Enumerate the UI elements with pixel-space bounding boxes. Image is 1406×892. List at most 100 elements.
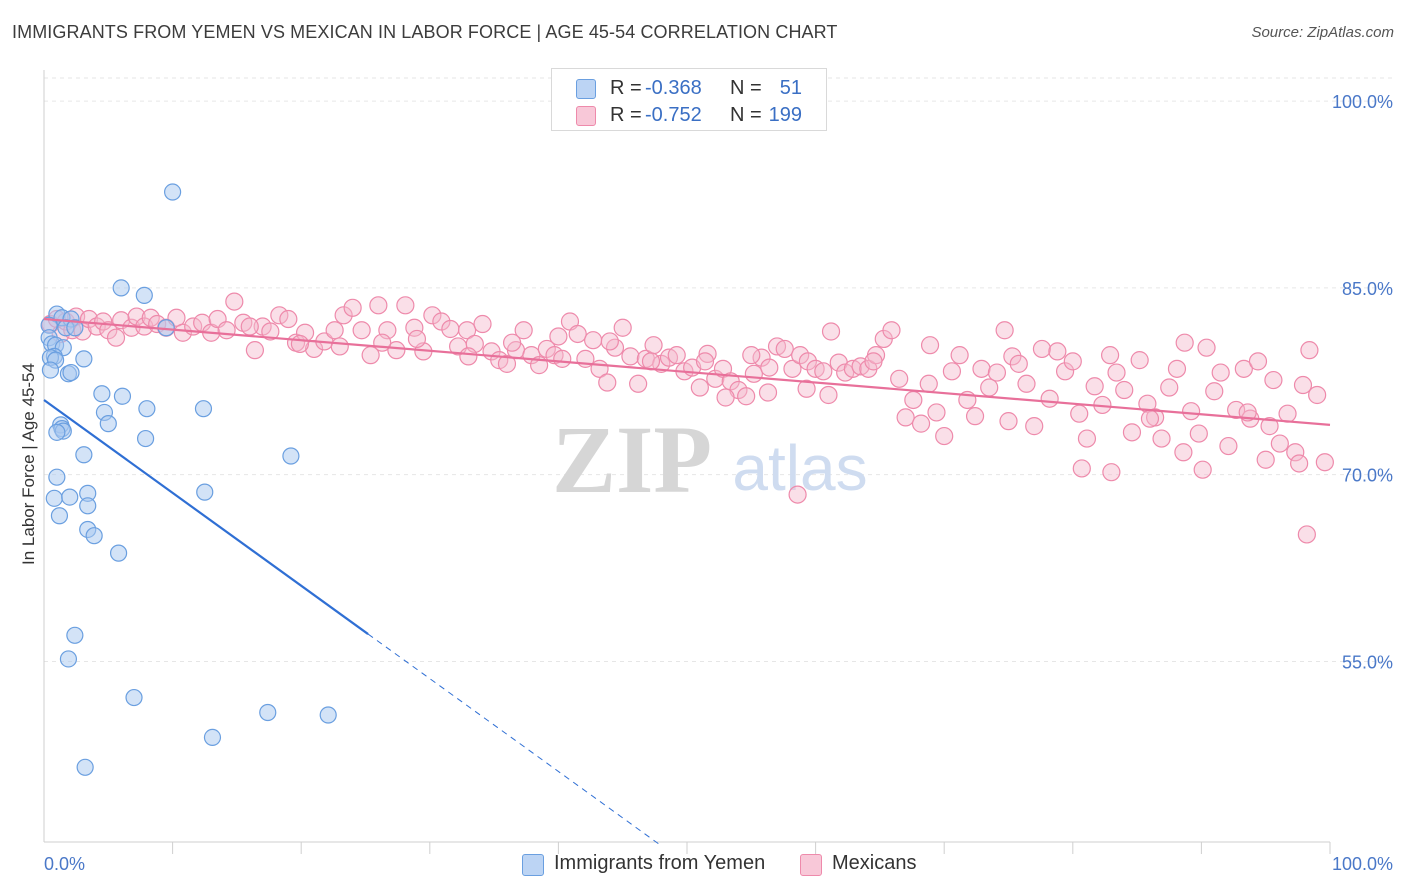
mexican-point bbox=[788, 485, 807, 504]
mexican-point bbox=[814, 362, 833, 381]
yemen-point bbox=[50, 507, 69, 525]
mexican-point bbox=[279, 309, 298, 329]
mexican-point bbox=[1315, 453, 1334, 472]
mexican-point bbox=[106, 328, 126, 347]
mexican-point bbox=[549, 327, 568, 346]
mexican-point bbox=[1174, 443, 1193, 462]
yemen-point bbox=[136, 429, 155, 448]
yemen-swatch bbox=[522, 854, 544, 876]
yemen-trend-extension bbox=[367, 633, 662, 847]
mexican-point bbox=[369, 296, 388, 315]
n-label: N = bbox=[730, 77, 762, 99]
yemen-point bbox=[125, 688, 143, 707]
mexican-point bbox=[261, 322, 280, 341]
mexican-point bbox=[890, 369, 909, 388]
chart-title: IMMIGRANTS FROM YEMEN VS MEXICAN IN LABO… bbox=[12, 22, 838, 42]
mexican-trend-line bbox=[43, 317, 1331, 426]
mexican-point bbox=[1025, 417, 1044, 436]
mexican-point bbox=[1003, 347, 1022, 366]
yemen-point bbox=[76, 758, 94, 776]
yemen-trend-line bbox=[43, 399, 369, 635]
yemen-point bbox=[282, 447, 300, 465]
mexican-point bbox=[1308, 385, 1327, 405]
mexican-point bbox=[457, 321, 477, 340]
yemen-point bbox=[113, 387, 132, 405]
yemen-point bbox=[99, 415, 117, 433]
mexican-point bbox=[644, 336, 663, 355]
mexican-point bbox=[1100, 346, 1120, 365]
mexican-point bbox=[695, 352, 715, 371]
mexican-point bbox=[325, 321, 344, 340]
mexican-point bbox=[1219, 436, 1238, 456]
mexican-point bbox=[911, 414, 931, 433]
r-label: R = bbox=[610, 104, 642, 126]
mexican-point bbox=[950, 346, 969, 365]
mexican-point bbox=[1063, 352, 1082, 371]
mexican-point bbox=[1193, 460, 1212, 479]
mexican-point bbox=[995, 321, 1014, 340]
x-tick-label: 0.0% bbox=[44, 854, 85, 874]
mexican-point bbox=[1264, 370, 1283, 390]
mexican-swatch bbox=[800, 854, 822, 876]
mexican-point bbox=[514, 321, 533, 340]
mexican-point bbox=[904, 390, 923, 410]
mexican-point bbox=[690, 378, 709, 397]
mexican-point bbox=[99, 321, 118, 340]
mexican-point bbox=[473, 314, 492, 334]
mexican-point bbox=[1286, 443, 1305, 462]
mexican-point bbox=[972, 359, 991, 378]
mexican-point bbox=[1175, 333, 1194, 352]
mexican-point bbox=[698, 344, 717, 363]
r-value: -0.752 bbox=[645, 104, 702, 126]
mexican-point bbox=[742, 346, 761, 365]
mexican-point bbox=[667, 346, 686, 365]
mexican-point bbox=[1248, 352, 1268, 371]
n-label: N = bbox=[730, 104, 762, 126]
mexican-point bbox=[598, 373, 617, 392]
mexican-point bbox=[965, 407, 985, 426]
mexican-point bbox=[797, 379, 816, 398]
mexican-point bbox=[1189, 424, 1208, 443]
mexican-point bbox=[343, 298, 362, 317]
yemen-point bbox=[45, 489, 63, 507]
mexican-point bbox=[441, 319, 460, 339]
yemen-point bbox=[194, 400, 213, 418]
n-value: 51 bbox=[779, 77, 802, 99]
mexican-point bbox=[919, 374, 938, 393]
y-axis-label: In Labor Force | Age 45-54 bbox=[19, 363, 38, 565]
mexican-point bbox=[1140, 409, 1160, 428]
yemen-point bbox=[196, 483, 214, 501]
mexican-point bbox=[330, 337, 349, 356]
mexican-point bbox=[864, 352, 883, 371]
mexican-point bbox=[1293, 375, 1313, 395]
mexican-point bbox=[783, 359, 802, 378]
yemen-point bbox=[203, 728, 222, 747]
mexican-point bbox=[621, 347, 640, 366]
mexican-point bbox=[775, 339, 794, 359]
mexican-point bbox=[629, 374, 648, 393]
mexican-point bbox=[1009, 354, 1028, 373]
yemen-point bbox=[93, 385, 111, 403]
yemen-point bbox=[259, 703, 277, 722]
mexican-point bbox=[760, 358, 779, 377]
mexican-point bbox=[290, 334, 310, 354]
mexican-point bbox=[1160, 378, 1179, 397]
mexican-point bbox=[1290, 454, 1309, 473]
r-label: R = bbox=[610, 77, 642, 99]
yemen-point bbox=[75, 350, 93, 368]
mexican-point bbox=[352, 321, 371, 340]
mexican-point bbox=[1070, 404, 1089, 423]
mexican-point bbox=[1278, 404, 1297, 423]
mexican-point bbox=[217, 321, 236, 340]
mexican-point bbox=[584, 331, 603, 350]
yemen-point bbox=[79, 497, 97, 515]
mexican-point bbox=[553, 349, 572, 368]
mexican-point bbox=[1130, 351, 1149, 370]
yemen-point bbox=[75, 446, 93, 464]
mexican-point bbox=[1138, 394, 1157, 413]
mexican-point bbox=[758, 383, 778, 402]
yemen-point bbox=[319, 706, 337, 724]
yemen-point bbox=[109, 544, 128, 562]
series-legend: Immigrants from Yemen Mexicans bbox=[0, 852, 1406, 878]
